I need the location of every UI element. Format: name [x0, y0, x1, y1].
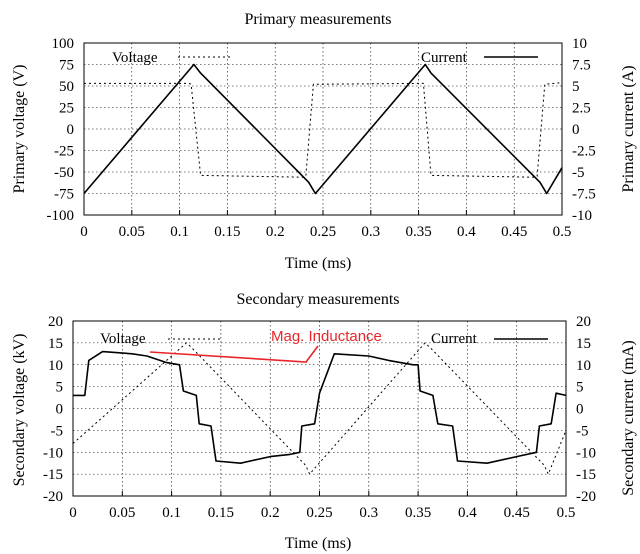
primary-right-y-tick-label: -2.5 — [572, 144, 596, 160]
primary-right-y-tick-label: 5 — [572, 79, 580, 95]
secondary-legend-current-label: Current — [431, 331, 478, 347]
primary-right-y-tick-label: -7.5 — [572, 187, 596, 203]
secondary-x-tick-label: 0.3 — [359, 505, 378, 521]
primary-left-y-tick-label: -50 — [54, 165, 74, 181]
secondary-right-y-tick-label: -15 — [576, 467, 596, 483]
secondary-x-tick-label: 0.25 — [306, 505, 332, 521]
primary-left-y-tick-label: -75 — [54, 187, 74, 203]
secondary-x-tick-label: 0 — [69, 505, 77, 521]
secondary-right-y-tick-label: 10 — [576, 358, 591, 374]
primary-x-axis-label: Time (ms) — [285, 255, 352, 272]
secondary-x-tick-label: 0.5 — [557, 505, 576, 521]
primary-x-tick-label: 0.35 — [405, 224, 431, 240]
secondary-x-tick-label: 0.45 — [504, 505, 530, 521]
primary-right-y-tick-label: 10 — [572, 36, 587, 52]
primary-x-tick-label: 0.05 — [119, 224, 145, 240]
primary-left-y-tick-label: 50 — [59, 79, 74, 95]
primary-x-tick-label: 0.4 — [457, 224, 476, 240]
secondary-left-y-tick-label: 0 — [56, 402, 64, 418]
secondary-voltage-series-line — [73, 350, 567, 465]
primary-right-y-tick-label: -10 — [572, 208, 592, 224]
mag-inductance-annotation: Mag. Inductance — [271, 328, 382, 345]
secondary-x-tick-label: 0.15 — [208, 505, 234, 521]
secondary-right-y-tick-label: -20 — [576, 489, 596, 505]
primary-chart: Primary measurements Primary voltage (V)… — [11, 11, 637, 272]
primary-x-tick-label: 0.15 — [214, 224, 240, 240]
secondary-left-y-tick-label: 15 — [48, 336, 63, 352]
secondary-x-tick-label: 0.2 — [261, 505, 280, 521]
primary-left-y-tick-label: 0 — [67, 122, 75, 138]
primary-legend-current-label: Current — [421, 50, 468, 66]
primary-x-tick-label: 0.5 — [553, 224, 572, 240]
primary-right-axis-label: Primary current (A) — [620, 65, 637, 192]
primary-x-tick-label: 0 — [80, 224, 88, 240]
secondary-right-y-tick-label: 0 — [576, 402, 584, 418]
secondary-x-tick-label: 0.4 — [458, 505, 477, 521]
secondary-right-y-tick-label: 5 — [576, 380, 584, 396]
secondary-left-axis-label: Secondary voltage (kV) — [11, 334, 28, 487]
secondary-plot-frame — [72, 320, 567, 497]
primary-left-y-tick-label: 25 — [59, 101, 74, 117]
secondary-x-tick-label: 0.35 — [405, 505, 431, 521]
secondary-legend-voltage-label: Voltage — [100, 331, 146, 347]
secondary-right-y-tick-label: -10 — [576, 445, 596, 461]
secondary-left-y-tick-label: -5 — [51, 423, 64, 439]
primary-chart-title: Primary measurements — [244, 11, 391, 28]
primary-left-axis-label: Primary voltage (V) — [11, 65, 28, 194]
primary-right-y-tick-label: 7.5 — [572, 58, 591, 74]
secondary-left-y-tick-label: -15 — [43, 467, 63, 483]
primary-voltage-series-line — [84, 82, 563, 178]
secondary-right-y-tick-label: -5 — [576, 423, 589, 439]
primary-x-tick-label: 0.1 — [170, 224, 189, 240]
primary-left-y-tick-label: 100 — [52, 36, 75, 52]
secondary-left-y-tick-label: -10 — [43, 445, 63, 461]
primary-x-tick-label: 0.25 — [310, 224, 336, 240]
primary-plot-frame — [83, 42, 563, 216]
primary-x-tick-label: 0.45 — [501, 224, 527, 240]
secondary-right-y-tick-label: 15 — [576, 336, 591, 352]
primary-left-y-tick-label: -25 — [54, 144, 74, 160]
secondary-x-axis-label: Time (ms) — [285, 535, 352, 552]
primary-legend-voltage-label: Voltage — [112, 50, 158, 66]
secondary-x-tick-label: 0.05 — [109, 505, 135, 521]
secondary-left-y-tick-label: 5 — [56, 380, 64, 396]
secondary-left-y-tick-label: -20 — [43, 489, 63, 505]
secondary-chart: Secondary measurements Secondary voltage… — [11, 291, 637, 552]
primary-left-y-tick-label: 75 — [59, 58, 74, 74]
primary-right-y-tick-label: 0 — [572, 122, 580, 138]
secondary-left-y-tick-label: 10 — [48, 358, 63, 374]
primary-right-y-tick-label: -5 — [572, 165, 585, 181]
primary-left-y-tick-label: -100 — [47, 208, 75, 224]
secondary-right-y-tick-label: 20 — [576, 314, 591, 330]
mag-inductance-pointer — [149, 345, 319, 363]
secondary-chart-title: Secondary measurements — [236, 291, 399, 308]
primary-x-tick-label: 0.3 — [361, 224, 380, 240]
primary-x-tick-label: 0.2 — [266, 224, 285, 240]
primary-current-series-line — [83, 63, 563, 195]
secondary-right-axis-label: Secondary current (mA) — [620, 340, 637, 496]
secondary-left-y-tick-label: 20 — [48, 314, 63, 330]
primary-right-y-tick-label: 2.5 — [572, 101, 591, 117]
secondary-x-tick-label: 0.1 — [162, 505, 181, 521]
